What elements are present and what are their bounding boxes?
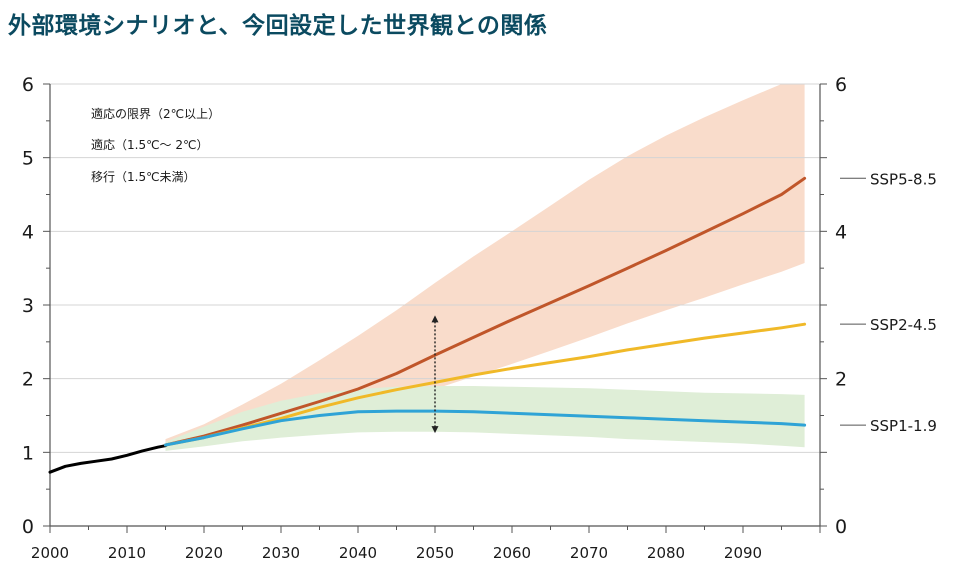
- x-tick-label: 2020: [185, 544, 223, 562]
- y-tick-label-left: 6: [22, 74, 34, 96]
- legend-item-1: 適応の限界（2℃以上）: [91, 106, 220, 121]
- x-tick-label: 2040: [339, 544, 377, 562]
- x-tick-label: 2070: [570, 544, 608, 562]
- x-tick-label: 2050: [416, 544, 454, 562]
- page-title: 外部環境シナリオと、今回設定した世界観との関係: [8, 13, 548, 39]
- x-tick-label: 2010: [108, 544, 146, 562]
- series-label-ssp2-4.5: SSP2-4.5: [870, 316, 937, 334]
- line-historical: [48, 444, 167, 474]
- x-tick-label: 2090: [724, 544, 762, 562]
- legend-item-2: 適応（1.5℃～ 2℃）: [91, 137, 209, 152]
- y-tick-label-left: 5: [22, 148, 34, 170]
- x-tick-label: 2080: [647, 544, 685, 562]
- x-tick-label: 2060: [493, 544, 531, 562]
- series-labels: SSP5-8.5 SSP2-4.5 SSP1-1.9: [840, 170, 937, 435]
- line-ssp1-1.9: [164, 409, 807, 447]
- y-tick-label-left: 4: [22, 221, 34, 243]
- y-tick-label-right: 0: [835, 516, 847, 538]
- series-lines: [48, 176, 807, 474]
- range-arrow-head-bottom: [431, 426, 439, 434]
- band-ssp5-8.5: [165, 84, 805, 449]
- x-tick-label: 2030: [262, 544, 300, 562]
- y-tick-label-left: 0: [22, 516, 34, 538]
- chart-axes: 0 0 1 2 2 3 4 4 5 6 6 2000 2010 2020 2030 2040 2050 2060 2…: [22, 74, 847, 562]
- series-label-ssp1-1.9: SSP1-1.9: [870, 417, 937, 435]
- line-ssp2-4.5: [164, 322, 807, 447]
- y-tick-label-right: 6: [835, 74, 847, 96]
- x-tick-label: 2000: [31, 544, 69, 562]
- range-arrow: [431, 315, 439, 434]
- uncertainty-bands: [165, 84, 805, 451]
- y-tick-label-right: 2: [835, 369, 847, 391]
- y-tick-label-right: 4: [835, 221, 847, 243]
- grid-lines: [50, 83, 820, 453]
- y-tick-label-left: 3: [22, 295, 34, 317]
- series-label-ssp5-8.5: SSP5-8.5: [870, 170, 937, 188]
- line-ssp5-8.5: [164, 176, 807, 447]
- band-ssp1-1.9: [165, 386, 805, 451]
- y-tick-label-left: 2: [22, 369, 34, 391]
- y-tick-label-left: 1: [22, 442, 34, 464]
- range-arrow-head-top: [431, 315, 439, 323]
- chart-legend: 適応の限界（2℃以上） 適応（1.5℃～ 2℃） 移行（1.5℃未満）: [91, 106, 220, 184]
- legend-item-3: 移行（1.5℃未満）: [91, 170, 196, 184]
